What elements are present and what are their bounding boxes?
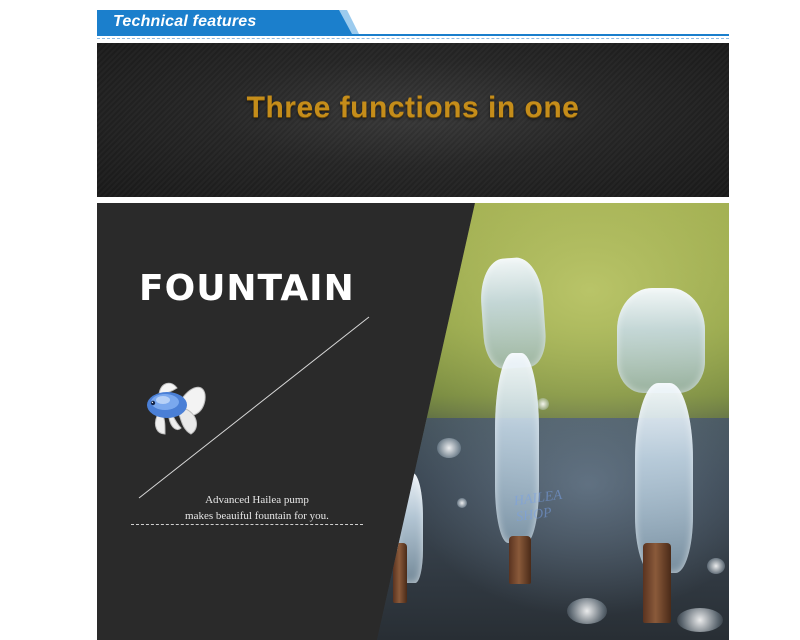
fountain-photo: HAILEA SHOP xyxy=(377,203,729,640)
feature-title: FOUNTAIN xyxy=(139,268,355,309)
goldfish-icon xyxy=(147,382,206,435)
fountain-nozzle xyxy=(393,543,407,603)
water-jet xyxy=(635,383,693,573)
photo-watermark: HAILEA SHOP xyxy=(513,488,565,526)
caption-line: makes beauiful fountain for you. xyxy=(185,510,329,522)
fountain-nozzle xyxy=(509,536,531,584)
banner-headline: Three functions in one xyxy=(246,91,580,124)
header-tab xyxy=(97,10,352,34)
water-jet xyxy=(617,288,705,393)
water-splash xyxy=(707,558,725,574)
header-rule xyxy=(97,34,729,36)
section-header: Technical features xyxy=(97,10,729,39)
water-jet xyxy=(495,353,539,543)
headline-banner: Three functions in one xyxy=(97,43,729,197)
water-splash xyxy=(677,608,723,632)
header-dashed-rule xyxy=(97,38,729,39)
section-title: Technical features xyxy=(113,13,257,30)
water-splash xyxy=(457,498,467,508)
feature-caption: Advanced Hailea pump makes beauiful foun… xyxy=(137,492,377,524)
feature-panel: HAILEA SHOP FOUNTAIN Advanced Hailea pum… xyxy=(97,203,729,640)
caption-line: Advanced Hailea pump xyxy=(205,494,309,506)
water-splash xyxy=(437,438,461,458)
banner-texture xyxy=(97,43,729,197)
fountain-nozzle xyxy=(643,543,671,623)
caption-dashed-rule xyxy=(131,524,363,525)
water-splash xyxy=(537,398,549,410)
water-splash xyxy=(567,598,607,624)
